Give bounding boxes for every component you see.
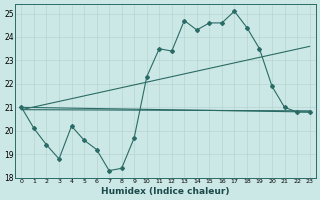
- X-axis label: Humidex (Indice chaleur): Humidex (Indice chaleur): [101, 187, 230, 196]
